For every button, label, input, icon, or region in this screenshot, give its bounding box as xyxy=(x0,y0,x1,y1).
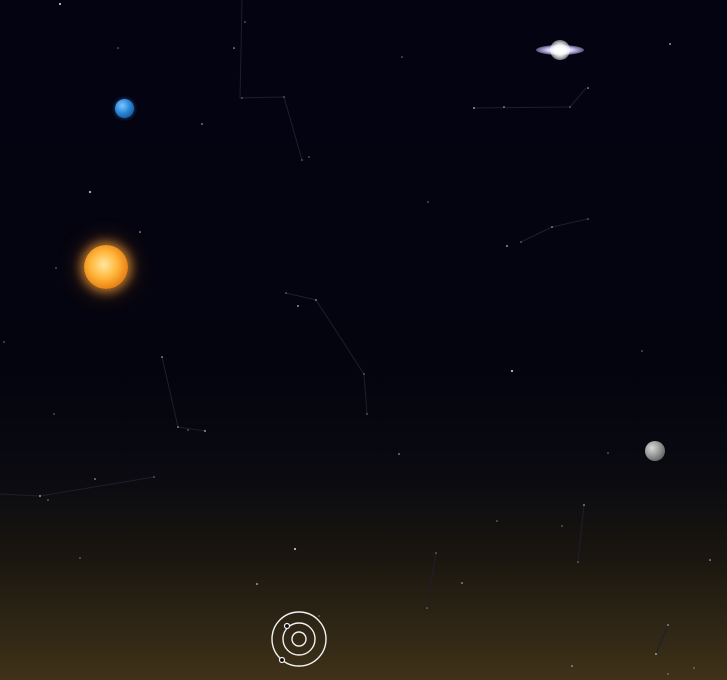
star xyxy=(203,429,207,433)
star xyxy=(315,299,317,301)
star xyxy=(426,607,428,609)
star xyxy=(520,241,522,243)
star xyxy=(587,218,589,220)
star xyxy=(583,504,585,506)
star xyxy=(94,478,96,480)
star xyxy=(503,106,505,108)
star xyxy=(607,452,609,454)
star xyxy=(161,356,163,358)
constellation-line xyxy=(39,476,155,497)
constellation-line xyxy=(569,87,587,108)
star xyxy=(139,231,141,233)
constellation-line xyxy=(473,106,571,109)
star xyxy=(53,413,55,415)
star xyxy=(366,413,368,415)
star xyxy=(587,87,589,89)
star xyxy=(58,2,62,6)
star xyxy=(709,559,711,561)
star xyxy=(241,97,243,99)
star xyxy=(38,494,42,498)
star xyxy=(693,667,695,669)
solar-system-orbit-icon xyxy=(271,611,327,667)
solar-system-button[interactable] xyxy=(270,610,328,668)
star xyxy=(244,21,246,23)
star xyxy=(318,615,320,617)
star xyxy=(3,341,5,343)
star xyxy=(363,373,365,375)
star xyxy=(667,624,669,626)
constellation-line xyxy=(577,504,585,563)
star xyxy=(551,226,553,228)
star xyxy=(427,201,429,203)
star xyxy=(308,156,310,158)
star xyxy=(641,350,643,352)
star xyxy=(461,582,463,584)
star xyxy=(577,561,579,563)
star xyxy=(47,499,49,501)
star xyxy=(667,673,669,675)
star xyxy=(177,426,179,428)
constellation-line xyxy=(551,218,589,228)
constellation-line xyxy=(655,624,669,655)
star xyxy=(296,304,300,308)
star xyxy=(654,652,658,656)
star xyxy=(571,665,573,667)
star xyxy=(283,96,285,98)
galaxy-icon[interactable] xyxy=(534,36,586,64)
star xyxy=(435,552,437,554)
star xyxy=(255,582,259,586)
star xyxy=(187,429,189,431)
constellation-line xyxy=(363,373,368,415)
star xyxy=(88,190,92,194)
constellation-line xyxy=(520,226,553,243)
constellation-line xyxy=(426,552,437,609)
star xyxy=(301,159,303,161)
constellation-line xyxy=(177,426,206,432)
star xyxy=(293,547,297,551)
star xyxy=(505,244,509,248)
star xyxy=(496,520,498,522)
constellation-line xyxy=(285,292,317,301)
star xyxy=(55,267,57,269)
constellation-line xyxy=(161,356,179,428)
star xyxy=(117,47,119,49)
star xyxy=(401,56,403,58)
constellation-line xyxy=(239,96,285,99)
constellation-line xyxy=(0,493,41,497)
star xyxy=(569,106,571,108)
blue-planet-icon[interactable] xyxy=(115,99,134,118)
star xyxy=(233,47,235,49)
star xyxy=(153,476,155,478)
constellation-line xyxy=(315,299,365,375)
star xyxy=(201,123,203,125)
sun-icon[interactable] xyxy=(84,245,128,289)
star xyxy=(398,453,400,455)
star xyxy=(561,525,563,527)
constellation-line xyxy=(239,0,243,99)
star xyxy=(472,106,476,110)
galaxy-core xyxy=(550,40,570,60)
star xyxy=(510,369,514,373)
star xyxy=(285,292,287,294)
star xyxy=(668,42,672,46)
star xyxy=(79,557,81,559)
moon-icon[interactable] xyxy=(645,441,665,461)
constellation-line xyxy=(283,96,303,161)
